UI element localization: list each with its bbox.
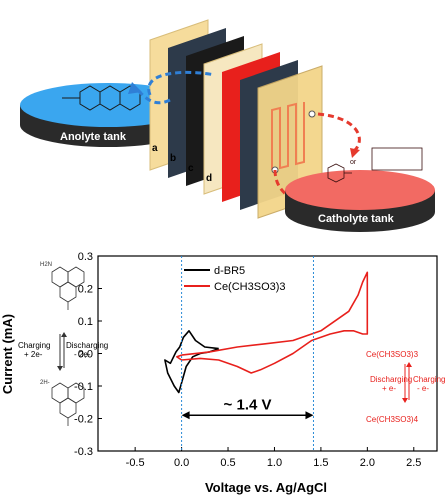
catholyte-tank-label: Catholyte tank <box>318 213 395 225</box>
layer-label-c: c <box>188 163 194 174</box>
dbr5-oxidized-molecule-icon <box>51 266 85 310</box>
layer-label-d: d <box>206 173 212 184</box>
layer-label-a: a <box>152 143 158 154</box>
arrow-right-icon <box>305 411 314 420</box>
x-tick-label: 2.0 <box>360 457 375 469</box>
legend: d-BR5 Ce(CH3SO3)3 <box>184 265 286 293</box>
y-tick-label: 0.1 <box>78 316 93 328</box>
cerium-redox-inset: Ce(CH3SO3)3 Discharging + e- Charging - … <box>366 350 445 424</box>
legend-label-dbr5: d-BR5 <box>214 265 245 277</box>
x-axis-label: Voltage vs. Ag/AgCl <box>205 480 327 495</box>
ce-charging-electrons: - e- <box>417 384 429 393</box>
x-tick-label: -0.5 <box>126 457 145 469</box>
inset-charging-electrons: + 2e- <box>24 350 43 359</box>
arrow-icon <box>128 82 142 94</box>
arrow-left-icon <box>181 411 190 420</box>
y-tick-label: 0.2 <box>78 284 93 296</box>
anolyte-flow-arrows <box>134 70 216 105</box>
x-tick-label: 1.5 <box>313 457 328 469</box>
catholyte-tank: Catholyte tank or <box>285 147 435 232</box>
catholyte-port-icon <box>308 110 316 118</box>
inset-discharging-electrons: - 2e- <box>74 350 91 359</box>
x-tick-label: 2.5 <box>406 457 421 469</box>
series-line-1 <box>176 271 369 374</box>
or-label: or <box>350 159 357 166</box>
voltage-gap-annotation: ~ 1.4 V <box>181 396 314 420</box>
ce-discharging-label: Discharging <box>370 375 412 384</box>
x-axis: -0.5 0.0 0.5 1.0 1.5 2.0 2.5 <box>126 447 421 469</box>
arrow-icon <box>350 148 360 158</box>
x-tick-label: 1.0 <box>267 457 282 469</box>
series-layer <box>164 271 369 394</box>
anolyte-molecule-icon <box>62 85 141 111</box>
layer-label-b: b <box>170 153 176 164</box>
reduced-nh2-label: 2H- <box>40 380 50 386</box>
x-tick-label: 0.0 <box>174 457 189 469</box>
y-tick-label: -0.3 <box>74 446 93 458</box>
y-tick-label: -0.1 <box>74 381 93 393</box>
cv-chart: -0.3 -0.2 -0.1 0.0 0.1 0.2 0.3 -0.5 0.0 0.5 1.0 1.… <box>0 251 445 495</box>
dbr5-reduced-molecule-icon <box>51 382 85 426</box>
ce-discharging-electrons: + e- <box>382 384 396 393</box>
series-line-0 <box>164 330 219 394</box>
voltage-markers <box>181 256 314 451</box>
y-tick-label: 0.3 <box>78 251 93 263</box>
dbr5-redox-inset: H2N Charging + 2e- Discharging - 2e- 2H- <box>18 262 108 426</box>
ce4-label: Ce(CH3SO3)4 <box>366 415 419 424</box>
ce3-label: Ce(CH3SO3)3 <box>366 350 419 359</box>
flow-field-icon <box>271 102 305 170</box>
y-tick-label: -0.2 <box>74 414 93 426</box>
catholyte-molecule-icon <box>327 147 423 183</box>
inset-discharging-label: Discharging <box>66 341 108 350</box>
gap-annotation-text: ~ 1.4 V <box>224 396 272 413</box>
legend-label-ce: Ce(CH3SO3)3 <box>214 281 286 293</box>
anolyte-tank-label: Anolyte tank <box>60 131 127 143</box>
y-axis-label: Current (mA) <box>0 314 15 394</box>
y-axis: -0.3 -0.2 -0.1 0.0 0.1 0.2 0.3 <box>74 251 102 458</box>
x-tick-label: 0.5 <box>220 457 235 469</box>
nh2-label: H2N <box>40 262 52 268</box>
y-tick-label: 0.0 <box>78 349 93 361</box>
flow-battery-schematic: Anolyte tank a b c d <box>20 19 435 232</box>
inset-charging-label: Charging <box>18 341 50 350</box>
ce-charging-label: Charging <box>413 375 445 384</box>
